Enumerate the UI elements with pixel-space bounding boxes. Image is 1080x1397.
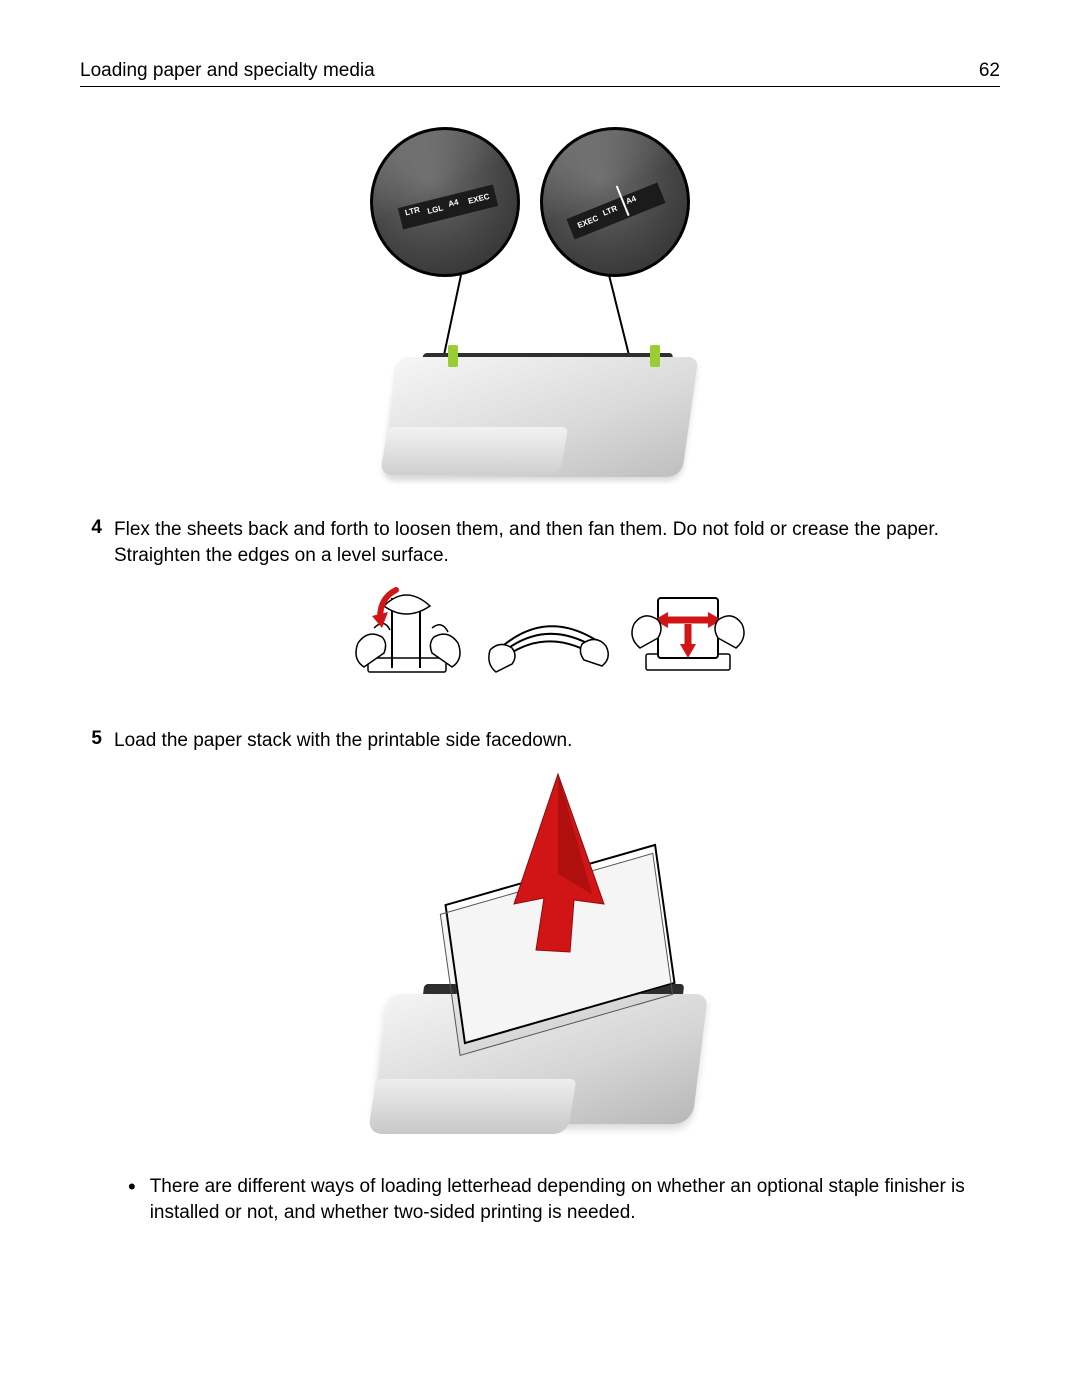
paper-size-label: A4 [447, 197, 459, 208]
figure-load-stack [80, 764, 1000, 1144]
down-arrow-icon [340, 764, 740, 1144]
paper-size-label: EXEC [467, 192, 490, 206]
instruction-step: 4 Flex the sheets back and forth to loos… [80, 517, 1000, 568]
paper-size-label: EXEC [576, 214, 600, 231]
note-list: • There are different ways of loading le… [80, 1174, 1000, 1225]
page-number: 62 [979, 60, 1000, 82]
paper-tray-illustration [390, 317, 690, 487]
flex-paper-svg [330, 578, 750, 698]
step-text: Flex the sheets back and forth to loosen… [114, 517, 1000, 568]
running-header: Loading paper and specialty media 62 [80, 60, 1000, 87]
note-text: There are different ways of loading lett… [150, 1174, 1000, 1225]
instruction-step: 5 Load the paper stack with the printabl… [80, 728, 1000, 754]
section-title: Loading paper and specialty media [80, 60, 375, 82]
figure-flex-paper [80, 578, 1000, 698]
callout-right: EXEC LTR A4 [540, 127, 690, 277]
callout-left: LTR LGL A4 EXEC [370, 127, 520, 277]
paper-size-label: LTR [404, 205, 421, 217]
step-number: 4 [84, 517, 102, 539]
step-text: Load the paper stack with the printable … [114, 728, 1000, 754]
step-number: 5 [84, 728, 102, 750]
note-item: • There are different ways of loading le… [128, 1174, 1000, 1225]
manual-page: Loading paper and specialty media 62 LTR… [0, 0, 1080, 1275]
paper-size-label: A4 [625, 194, 638, 206]
figure-tray-callouts: LTR LGL A4 EXEC EXEC LTR A4 [80, 127, 1000, 487]
paper-size-label: LTR [601, 204, 618, 218]
paper-size-label: LGL [426, 203, 444, 216]
bullet-icon: • [128, 1176, 136, 1198]
guide-pointer [616, 186, 630, 216]
